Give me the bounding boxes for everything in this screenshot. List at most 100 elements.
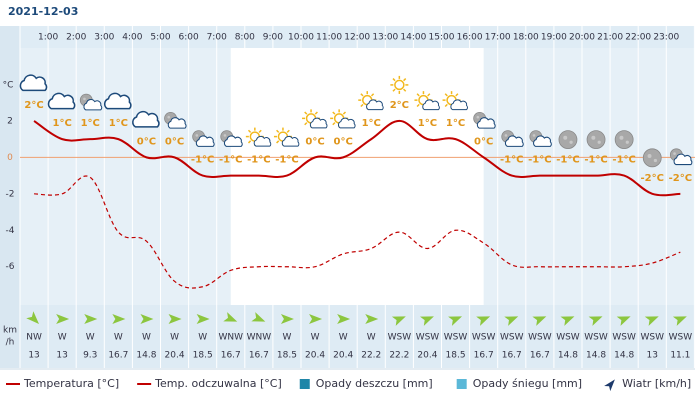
wind-direction: W	[339, 333, 348, 343]
temperature-label: 0°C	[334, 136, 353, 147]
wind-direction: WSW	[500, 333, 524, 343]
sun-ray	[304, 111, 308, 115]
wind-arrow	[588, 316, 603, 326]
wind-direction: W	[367, 333, 376, 343]
sun-ray	[444, 93, 448, 97]
cloud-shape	[450, 99, 468, 111]
temperature-label: -1°C	[584, 155, 607, 166]
wind-speed: 13	[647, 351, 658, 361]
cloud-shape	[167, 117, 187, 129]
cloud-icon	[504, 135, 524, 147]
wind-arrow	[26, 311, 39, 324]
hour-label: 4:00	[122, 33, 142, 43]
cloud-shape	[533, 135, 552, 147]
temperature-label: -1°C	[275, 155, 298, 166]
wind-arrow	[140, 314, 154, 324]
cloud-shape	[309, 117, 328, 129]
wind-arrow	[419, 316, 434, 326]
sun-ray	[276, 129, 280, 133]
cloud-icon	[533, 135, 552, 147]
wind-speed: 22.2	[389, 351, 409, 361]
cloud-shape	[47, 92, 76, 110]
sun-ray	[427, 93, 431, 97]
cloud-icon	[309, 117, 328, 129]
hour-label: 12:00	[344, 33, 370, 43]
temperature-label: 1°C	[362, 118, 381, 129]
wind-arrow	[644, 316, 659, 326]
hour-label: 11:00	[316, 33, 342, 43]
wind-arrow	[532, 316, 547, 326]
y-tick-label: -4	[6, 226, 15, 236]
cloud-shape	[253, 135, 272, 147]
temperature-label: 0°C	[165, 136, 184, 147]
legend-label: Temperatura [°C]	[23, 377, 119, 390]
cloud-shape	[83, 98, 103, 111]
wind-speed: 13	[56, 351, 67, 361]
temperature-label: 1°C	[446, 118, 465, 129]
temperature-label: -1°C	[247, 155, 270, 166]
wind-arrow	[560, 316, 575, 326]
sun-icon	[390, 75, 409, 94]
y-tick-label: 0	[7, 153, 13, 163]
cloud-icon	[366, 99, 384, 111]
moon-crater	[591, 135, 596, 140]
wind-arrow	[672, 316, 687, 326]
hour-label: 7:00	[207, 33, 227, 43]
sun-ray	[416, 103, 420, 108]
wind-direction: WNW	[247, 333, 272, 343]
hour-label: 18:00	[513, 33, 539, 43]
cloud-icon	[223, 135, 243, 147]
hour-label: 10:00	[288, 33, 314, 43]
cloud-shape	[338, 117, 356, 129]
wind-direction: WNW	[218, 333, 243, 343]
sun-ray	[370, 93, 375, 97]
moon-icon	[586, 130, 606, 149]
legend-swatch	[604, 379, 615, 392]
wind-arrow	[196, 314, 210, 324]
moon-disc	[586, 130, 606, 149]
cloud-shape	[223, 135, 243, 147]
wind-speed: 18.5	[446, 351, 466, 361]
hour-label: 13:00	[372, 33, 398, 43]
cloud-shape	[504, 135, 524, 147]
wind-speed: 16.7	[108, 351, 128, 361]
wind-direction: W	[114, 333, 123, 343]
cloud-shape	[281, 135, 300, 147]
wind-speed: 22.2	[361, 351, 381, 361]
moon-crater	[619, 135, 624, 140]
temperature-label: 0°C	[137, 136, 156, 147]
sun-ray	[392, 88, 396, 92]
wind-speed: 20.4	[333, 351, 353, 361]
wind-speed: 16.7	[502, 351, 522, 361]
sun-disc	[394, 79, 405, 91]
temperature-label: 1°C	[81, 118, 100, 129]
wind-direction: WSW	[444, 333, 468, 343]
sun-ray	[416, 93, 420, 97]
sun-ray	[247, 140, 252, 144]
cloud-icon	[338, 117, 356, 129]
wind-speed: 20.4	[417, 351, 437, 361]
wind-direction: WSW	[528, 333, 552, 343]
wind-arrow	[504, 316, 519, 326]
sun-ray	[403, 88, 407, 92]
wind-speed: 20.4	[165, 351, 185, 361]
temperature-label: -2°C	[669, 173, 692, 184]
header	[0, 0, 695, 26]
cloud-shape	[103, 92, 132, 110]
cloud-icon	[476, 117, 496, 129]
hour-label: 16:00	[457, 33, 483, 43]
hour-label: 6:00	[178, 33, 198, 43]
wind-direction: W	[142, 333, 151, 343]
wind-direction: WSW	[612, 333, 636, 343]
wind-arrow	[365, 314, 379, 324]
temperature-label: -1°C	[219, 155, 242, 166]
temperature-label: 0°C	[305, 136, 324, 147]
wind-arrow	[616, 316, 631, 326]
wind-unit: /h	[6, 338, 15, 348]
hour-label: 19:00	[541, 33, 567, 43]
legend-label: Temp. odczuwalna [°C]	[154, 377, 282, 390]
moon-crater	[597, 140, 601, 144]
wind-speed: 16.7	[221, 351, 241, 361]
moon-crater	[167, 115, 171, 119]
